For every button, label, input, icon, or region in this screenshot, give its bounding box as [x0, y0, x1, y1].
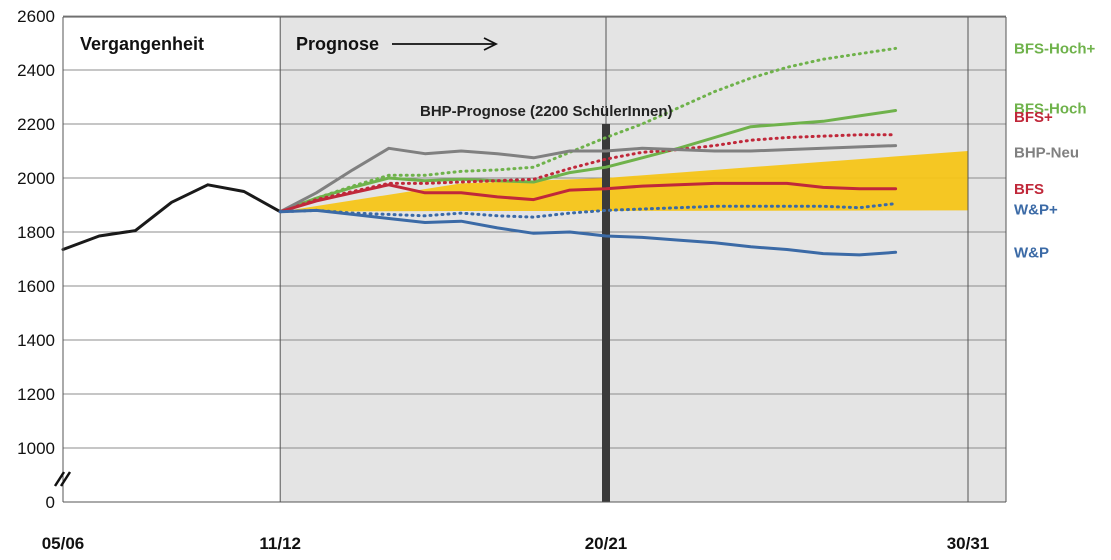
forecast-range-band [280, 151, 968, 212]
y-tick-label: 1400 [17, 331, 55, 350]
axis-break-mark [53, 471, 66, 487]
bhp-prognose-annotation: BHP-Prognose (2200 SchülerInnen) [420, 103, 673, 120]
x-tick-label: 20/21 [585, 534, 628, 553]
y-tick-label: 2000 [17, 169, 55, 188]
y-tick-label: 2600 [17, 7, 55, 26]
series-line-bfs [278, 133, 898, 214]
series-line-bhp-neu [278, 144, 898, 214]
series-line-bfs-hoch [278, 109, 898, 214]
y-tick-label: 1200 [17, 385, 55, 404]
series-label-bhp-neu: BHP-Neu [1014, 145, 1079, 162]
y-tick-label: 2400 [17, 61, 55, 80]
series-label-bfs-hoch: BFS-Hoch+ [1014, 40, 1095, 57]
y-tick-label: 1800 [17, 223, 55, 242]
x-tick-label: 05/06 [42, 534, 85, 553]
y-tick-label: 0 [46, 493, 55, 512]
series-label-w-p: W&P+ [1014, 202, 1058, 219]
region-label-past: Vergangenheit [80, 34, 204, 54]
series-label-bfs: BFS+ [1014, 109, 1053, 126]
series-label-w-p: W&P [1014, 244, 1049, 261]
forecast-region-background [280, 17, 1006, 502]
bhp-prognose-bar [602, 124, 610, 502]
x-tick-label: 30/31 [947, 534, 990, 553]
series-line-bfs [278, 181, 898, 214]
y-tick-label: 1000 [17, 439, 55, 458]
series-line-w-p [278, 202, 898, 219]
series-line-bfs-hoch [278, 46, 898, 214]
series-line-historical [61, 183, 282, 251]
x-tick-label: 11/12 [259, 534, 301, 553]
series-label-bfs: BFS [1014, 181, 1044, 198]
series-label-bfs-hoch: BFS-Hoch [1014, 101, 1087, 118]
axis-break-mark [59, 471, 72, 487]
region-label-forecast: Prognose [296, 34, 379, 54]
y-tick-label: 1600 [17, 277, 55, 296]
series-line-w-p [278, 208, 898, 257]
y-tick-label: 2200 [17, 115, 55, 134]
forecast-arrow-icon [392, 37, 499, 51]
